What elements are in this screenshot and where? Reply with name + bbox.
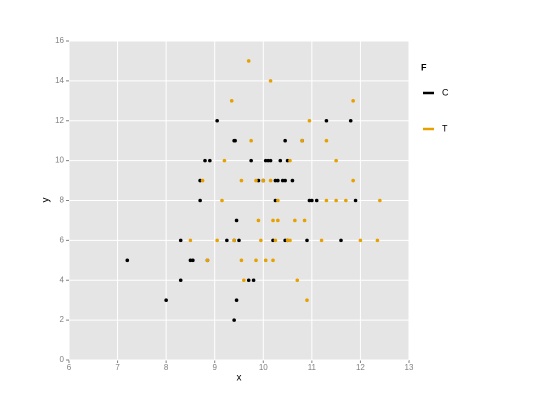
point [288, 158, 292, 163]
point [300, 138, 304, 143]
point [268, 158, 273, 163]
point [164, 298, 168, 302]
point [348, 118, 353, 123]
point [283, 138, 287, 143]
point [358, 238, 363, 243]
point [222, 158, 227, 163]
point [234, 298, 239, 302]
point [263, 258, 268, 263]
point [293, 218, 297, 223]
point [246, 59, 251, 63]
point [268, 178, 273, 183]
point [375, 238, 380, 243]
point [305, 238, 309, 243]
point [254, 258, 258, 263]
point [198, 198, 202, 203]
point [339, 238, 343, 243]
point [215, 118, 219, 123]
point [271, 218, 275, 223]
point [319, 238, 324, 243]
point [254, 178, 258, 183]
point [188, 238, 193, 243]
point [305, 298, 309, 302]
point [276, 218, 280, 223]
x-tick-label: 13 [405, 363, 414, 372]
point [239, 258, 244, 263]
point [290, 178, 295, 183]
point [314, 198, 319, 203]
point [324, 198, 329, 203]
x-tick-label: 8 [164, 363, 169, 372]
y-axis-title: y [41, 198, 52, 203]
point [307, 118, 312, 123]
point [239, 178, 244, 183]
point [125, 258, 130, 263]
y-tick-label: 12 [55, 116, 64, 125]
x-axis-title: x [237, 373, 242, 384]
point [334, 198, 338, 203]
point [200, 178, 205, 183]
point [256, 218, 261, 223]
point [251, 278, 256, 283]
x-tick-label: 11 [308, 363, 317, 372]
point [353, 198, 358, 203]
point [205, 258, 210, 263]
point [295, 278, 300, 283]
point [351, 99, 355, 103]
point [276, 178, 280, 183]
legend-title: F [421, 62, 427, 72]
point [283, 178, 287, 183]
point [324, 118, 329, 123]
x-tick-label: 9 [212, 363, 217, 372]
point [246, 278, 251, 283]
point [344, 198, 348, 203]
point [237, 238, 241, 243]
y-tick-label: 8 [60, 196, 65, 205]
y-tick-label: 10 [55, 156, 64, 165]
point [378, 198, 382, 203]
point [178, 238, 183, 243]
point [278, 158, 283, 163]
point [334, 158, 338, 163]
point [215, 238, 219, 243]
y-tick-label: 4 [60, 275, 65, 284]
point [273, 238, 278, 243]
point [229, 99, 234, 103]
point [249, 138, 253, 143]
point [203, 158, 207, 163]
point [233, 138, 237, 143]
x-tick-label: 6 [67, 363, 72, 372]
point [234, 218, 239, 223]
point [225, 238, 229, 243]
point [208, 158, 212, 163]
point [288, 238, 292, 243]
x-tick-label: 12 [356, 363, 365, 372]
legend-label: T [442, 123, 448, 133]
y-tick-label: 2 [60, 315, 65, 324]
y-tick-label: 0 [60, 355, 65, 364]
y-tick-label: 16 [55, 36, 64, 45]
point [191, 258, 195, 263]
point [271, 258, 275, 263]
point [351, 178, 355, 183]
point [276, 198, 280, 203]
point [220, 198, 224, 203]
point [302, 218, 307, 223]
x-tick-label: 7 [115, 363, 120, 372]
point [249, 158, 253, 163]
point [324, 138, 329, 143]
point [178, 278, 183, 283]
point [261, 178, 266, 183]
point [242, 278, 246, 283]
y-tick-label: 14 [55, 76, 64, 85]
point [310, 198, 314, 203]
point [259, 238, 263, 243]
y-tick-label: 6 [60, 235, 65, 244]
point [232, 318, 236, 322]
legend-label: C [442, 87, 449, 97]
point [268, 79, 273, 83]
x-tick-label: 10 [259, 363, 268, 372]
point [232, 238, 236, 243]
